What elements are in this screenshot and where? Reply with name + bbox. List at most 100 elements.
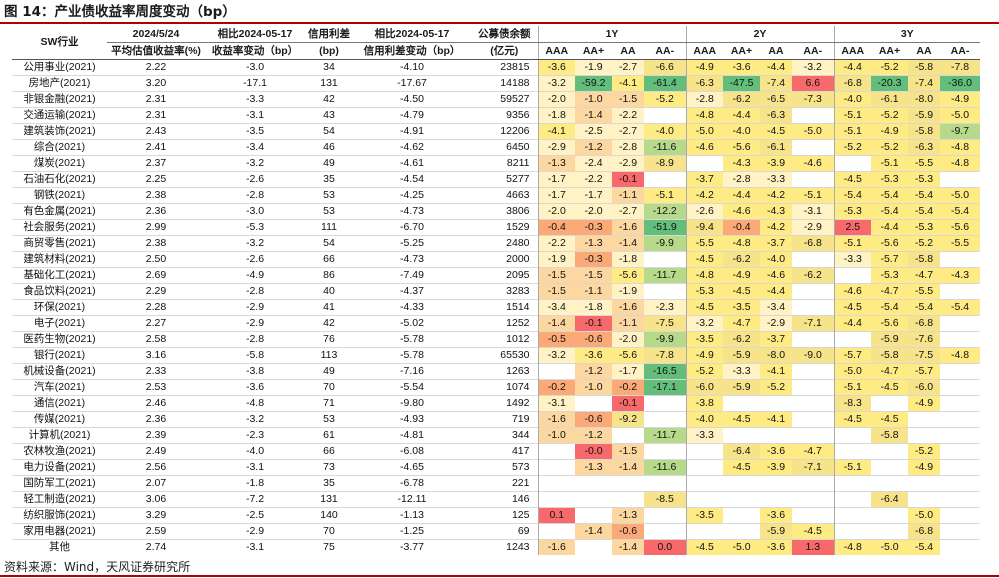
table-row: 综合(2021) 2.41 -3.4 46 -4.62 6450 -2.9 -1.2 -2.8-… <box>12 139 980 156</box>
bp-change-cell: -8.3 <box>833 395 871 412</box>
bp-change-cell: -7.4 <box>760 75 792 92</box>
bp-change-cell: -5.3 <box>871 267 908 284</box>
bp-change-cell: -1.6 <box>612 219 644 236</box>
spread-change-cell: -9.80 <box>353 395 471 412</box>
table-row: 汽车(2021) 2.53 -3.6 70 -5.54 1074 -0.2 -1.0 -0.2-… <box>12 379 980 396</box>
yield-change-cell: -3.2 <box>205 155 305 172</box>
header-group-3y: 3Y <box>833 26 980 43</box>
yield-change-cell: -2.8 <box>205 187 305 204</box>
spread-change-cell: -1.25 <box>353 523 471 540</box>
bp-change-cell: -8.5 <box>644 491 686 508</box>
spread-cell: 42 <box>305 91 353 108</box>
bottom-rule <box>0 575 999 577</box>
bp-change-cell: -5.5 <box>685 235 723 252</box>
bp-change-cell: -4.4 <box>833 315 871 332</box>
bp-change-cell: -0.3 <box>575 219 612 236</box>
spread-cell: 49 <box>305 155 353 172</box>
table-row: 石油石化(2021) 2.25 -2.6 35 -4.54 5277 -1.7 -2.2 -0.… <box>12 171 980 188</box>
bp-change-cell <box>760 491 792 508</box>
bp-change-cell <box>833 507 871 524</box>
bp-change-cell: -5.4 <box>908 299 940 316</box>
balance-cell: 6450 <box>471 139 538 156</box>
industry-cell: 建筑装饰(2021) <box>12 123 107 140</box>
spread-cell: 43 <box>305 107 353 124</box>
header-date: 2024/5/24 <box>107 26 205 43</box>
balance-cell: 4663 <box>471 187 538 204</box>
bp-change-cell <box>871 443 908 460</box>
yield-change-cell: -3.2 <box>205 411 305 428</box>
bp-change-cell <box>940 459 980 476</box>
table-row: 房地产(2021) 3.20 -17.1 131 -17.67 14188 -3.2 -59.… <box>12 75 980 92</box>
spread-cell: 42 <box>305 315 353 332</box>
bp-change-cell: 2.5 <box>833 219 871 236</box>
table-row: 煤炭(2021) 2.37 -3.2 49 -4.61 8211 -1.3 -2.4 -2.9-… <box>12 155 980 172</box>
yield-change-cell: -3.3 <box>205 91 305 108</box>
bp-change-cell: -5.4 <box>871 187 908 204</box>
bp-change-cell: -5.6 <box>723 139 760 156</box>
header-rating-3y-1: AA+ <box>871 42 908 60</box>
spread-change-cell: -7.16 <box>353 363 471 380</box>
industry-cell: 电力设备(2021) <box>12 459 107 476</box>
bp-change-cell: -5.9 <box>723 379 760 396</box>
bp-change-cell: -5.4 <box>833 187 871 204</box>
bp-change-cell: -0.2 <box>537 379 575 396</box>
bp-change-cell: -5.6 <box>940 219 980 236</box>
bp-change-cell <box>940 475 980 492</box>
spread-cell: 113 <box>305 347 353 364</box>
spread-change-cell: -6.78 <box>353 475 471 492</box>
table-row: 电力设备(2021) 2.56 -3.1 73 -4.65 573 -1.3 -1.4 -11.… <box>12 459 980 476</box>
table-row: 其他 2.74 -3.1 75 -3.77 1243 -1.6 -1.4 0.0 -4.5 -5.0… <box>12 539 980 555</box>
spread-change-cell: -4.10 <box>353 59 471 76</box>
industry-cell: 环保(2021) <box>12 299 107 316</box>
bp-change-cell: -5.7 <box>833 347 871 364</box>
bp-change-cell <box>871 475 908 492</box>
header-balance: 公募债余额 <box>471 26 538 43</box>
spread-change-cell: -7.49 <box>353 267 471 284</box>
industry-cell: 家用电器(2021) <box>12 523 107 540</box>
bp-change-cell <box>792 379 834 396</box>
bp-change-cell: -7.8 <box>940 59 980 76</box>
figure-title: 图 14：产业债收益率周度变动（bp） <box>4 4 236 20</box>
yield-cell: 2.27 <box>107 315 205 332</box>
bp-change-cell <box>792 363 834 380</box>
balance-cell: 1252 <box>471 315 538 332</box>
yield-change-cell: -2.6 <box>205 251 305 268</box>
bp-change-cell <box>940 411 980 428</box>
bp-change-cell <box>940 331 980 348</box>
bp-change-cell: -3.3 <box>760 171 792 188</box>
bp-change-cell: -3.6 <box>760 539 792 555</box>
bp-change-cell: -4.9 <box>723 267 760 284</box>
bp-change-cell: -8.9 <box>644 155 686 172</box>
bp-change-cell: -5.0 <box>908 507 940 524</box>
header-yield-change-sub: 收益率变动（bp） <box>205 42 305 60</box>
bp-change-cell: -4.1 <box>760 411 792 428</box>
industry-cell: 国防军工(2021) <box>12 475 107 492</box>
bp-change-cell: -2.9 <box>792 219 834 236</box>
bp-change-cell: -5.9 <box>723 347 760 364</box>
industry-cell: 石油石化(2021) <box>12 171 107 188</box>
bp-change-cell: -4.9 <box>908 395 940 412</box>
bp-change-cell: -6.4 <box>723 443 760 460</box>
bp-change-cell: -7.1 <box>792 459 834 476</box>
bp-change-cell: -5.1 <box>833 123 871 140</box>
balance-cell: 1514 <box>471 299 538 316</box>
header-rating-3y-2: AA <box>908 42 940 60</box>
balance-cell: 8211 <box>471 155 538 172</box>
bp-change-cell <box>940 315 980 332</box>
spread-change-cell: -12.11 <box>353 491 471 508</box>
header-group-1y: 1Y <box>537 26 686 43</box>
balance-cell: 1012 <box>471 331 538 348</box>
bp-change-cell: -4.0 <box>723 123 760 140</box>
bp-change-cell: -6.2 <box>792 267 834 284</box>
bp-change-cell: -3.5 <box>685 331 723 348</box>
yield-change-cell: -3.6 <box>205 379 305 396</box>
bp-change-cell: -5.2 <box>908 443 940 460</box>
balance-cell: 12206 <box>471 123 538 140</box>
yield-cell: 2.37 <box>107 155 205 172</box>
spread-change-cell: -4.93 <box>353 411 471 428</box>
bp-change-cell: -1.4 <box>612 539 644 555</box>
bp-change-cell: -6.2 <box>723 251 760 268</box>
bp-change-cell: -5.2 <box>760 379 792 396</box>
spread-change-cell: -6.08 <box>353 443 471 460</box>
spread-change-cell: -4.65 <box>353 459 471 476</box>
